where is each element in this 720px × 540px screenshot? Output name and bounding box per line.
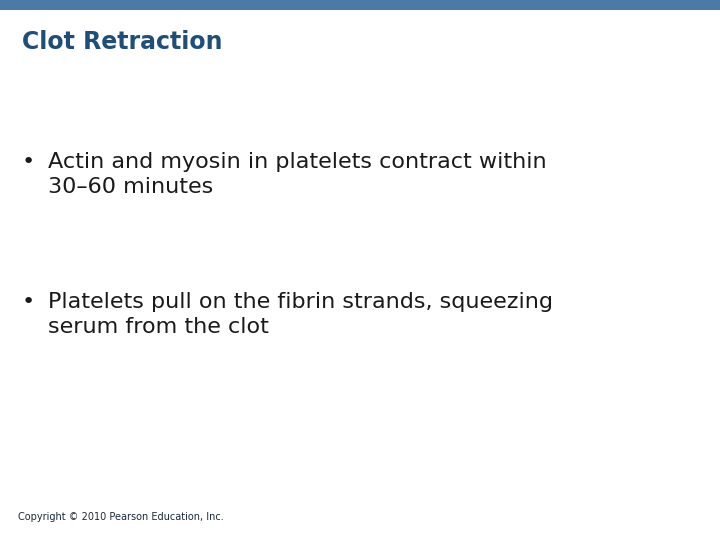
Text: •: • bbox=[22, 292, 35, 312]
Text: Actin and myosin in platelets contract within
30–60 minutes: Actin and myosin in platelets contract w… bbox=[48, 152, 546, 197]
Text: •: • bbox=[22, 152, 35, 172]
Text: Copyright © 2010 Pearson Education, Inc.: Copyright © 2010 Pearson Education, Inc. bbox=[18, 512, 224, 522]
Text: Platelets pull on the fibrin strands, squeezing
serum from the clot: Platelets pull on the fibrin strands, sq… bbox=[48, 292, 553, 337]
Text: Clot Retraction: Clot Retraction bbox=[22, 30, 222, 54]
